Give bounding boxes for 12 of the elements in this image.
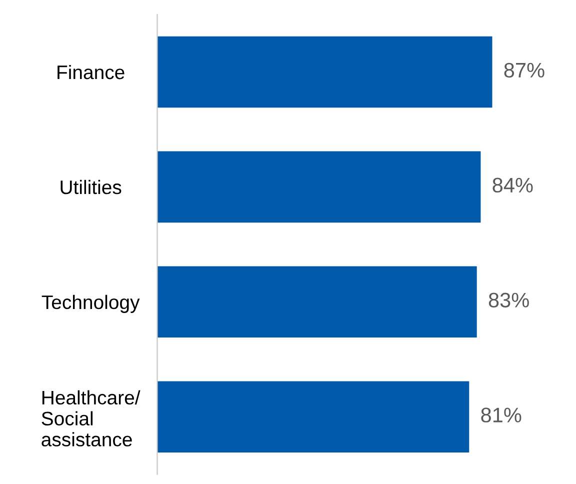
data-label: 84%	[492, 178, 533, 193]
data-label: 83%	[488, 292, 529, 308]
bar	[157, 151, 481, 223]
y-tick-label: Healthcare/ Social assistance	[42, 390, 140, 446]
y-tick-label: Technology	[42, 294, 140, 313]
y-tick-label: Finance	[58, 64, 124, 80]
y-tick-label: Utilities	[60, 180, 122, 194]
data-label: 81%	[481, 408, 522, 422]
bar	[157, 381, 470, 452]
data-label: 87%	[504, 62, 544, 78]
bar	[157, 266, 477, 338]
bar	[157, 36, 492, 108]
